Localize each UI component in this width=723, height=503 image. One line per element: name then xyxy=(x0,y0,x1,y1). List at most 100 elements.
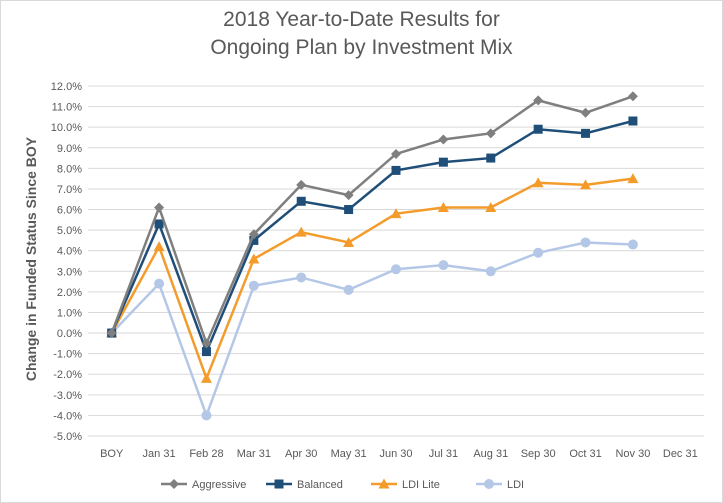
data-point-balanced xyxy=(249,235,259,245)
data-point-ldi-lite xyxy=(295,226,307,237)
legend-item-ldi-lite: LDI Lite xyxy=(371,478,440,491)
series-aggressive xyxy=(106,91,638,349)
legend-label: Balanced xyxy=(297,479,343,491)
data-point-aggressive xyxy=(154,202,165,213)
data-point-ldi xyxy=(296,272,307,283)
data-point-aggressive xyxy=(106,328,117,339)
x-tick-label: Oct 31 xyxy=(569,448,601,460)
x-tick-label: Feb 28 xyxy=(189,448,223,460)
data-point-balanced xyxy=(296,196,306,206)
legend-item-ldi: LDI xyxy=(476,479,524,491)
chart-title-line-1: 2018 Year-to-Date Results for xyxy=(223,8,500,31)
y-tick-label: 1.0% xyxy=(57,307,82,319)
data-point-aggressive xyxy=(485,128,496,139)
y-tick-label: 8.0% xyxy=(57,163,82,175)
y-tick-label: 9.0% xyxy=(57,143,82,155)
legend-marker xyxy=(378,478,390,489)
data-point-ldi xyxy=(248,280,259,291)
y-tick-label: 7.0% xyxy=(57,184,82,196)
y-tick-label: -3.0% xyxy=(53,390,82,402)
data-point-aggressive xyxy=(248,229,259,240)
legend-marker xyxy=(169,479,179,489)
x-tick-labels: BOY Jan 31 Feb 28 Mar 31 Apr 30 May 31 Jun 30 J… xyxy=(100,448,698,460)
y-tick-label: 3.0% xyxy=(57,266,82,278)
data-point-balanced xyxy=(628,116,638,126)
x-tick-label: Jul 31 xyxy=(429,448,458,460)
x-tick-label: May 31 xyxy=(331,448,367,460)
data-point-ldi-lite xyxy=(390,208,402,219)
series-line-balanced xyxy=(110,119,634,355)
data-point-ldi xyxy=(533,247,544,258)
legend: Aggressive Balanced LDI Lite LDI xyxy=(161,478,524,491)
data-point-ldi xyxy=(201,410,212,421)
data-point-ldi xyxy=(343,284,354,295)
series-ldi xyxy=(106,237,638,421)
data-point-ldi xyxy=(154,278,165,289)
y-tick-label: 12.0% xyxy=(51,81,82,93)
data-point-balanced xyxy=(154,219,164,229)
data-point-balanced xyxy=(486,153,496,163)
y-axis-label: Change in Funded Status Since BOY xyxy=(23,136,39,381)
x-tick-label: Apr 30 xyxy=(285,448,317,460)
y-tick-label: -2.0% xyxy=(53,369,82,381)
data-point-ldi xyxy=(438,260,449,271)
y-tick-label: 2.0% xyxy=(57,287,82,299)
data-point-ldi xyxy=(627,239,638,250)
x-tick-label: Dec 31 xyxy=(663,448,698,460)
data-point-aggressive xyxy=(580,107,591,118)
legend-item-balanced: Balanced xyxy=(266,479,343,491)
legend-marker xyxy=(274,479,284,489)
x-tick-label: Jan 31 xyxy=(143,448,176,460)
data-point-ldi-lite xyxy=(248,253,260,264)
y-tick-label: 5.0% xyxy=(57,225,82,237)
data-point-ldi-lite xyxy=(485,201,497,212)
data-point-ldi-lite xyxy=(437,201,449,212)
x-tick-label: Jun 30 xyxy=(379,448,412,460)
series-line-aggressive xyxy=(110,95,634,347)
y-tick-label: -1.0% xyxy=(53,349,82,361)
data-point-ldi-lite xyxy=(153,241,165,252)
data-point-ldi-lite xyxy=(627,173,639,184)
x-tick-label: Sep 30 xyxy=(521,448,556,460)
legend-marker xyxy=(484,479,494,489)
y-tick-labels: -5.0% -4.0% -3.0% -2.0% -1.0% 0.0% 1.0% 2.0% 3.0… xyxy=(51,81,82,443)
x-tick-label: Mar 31 xyxy=(237,448,271,460)
x-tick-label: Nov 30 xyxy=(615,448,650,460)
legend-item-aggressive: Aggressive xyxy=(161,479,246,491)
data-point-aggressive xyxy=(533,95,544,106)
data-point-ldi-lite xyxy=(343,236,355,247)
data-point-aggressive xyxy=(343,190,354,201)
data-point-aggressive xyxy=(391,148,401,159)
data-point-ldi-lite xyxy=(200,372,212,383)
gridlines xyxy=(88,85,704,437)
data-point-balanced xyxy=(438,157,448,167)
data-point-ldi xyxy=(391,264,401,275)
data-point-ldi xyxy=(580,237,591,248)
series-line-ldi-lite xyxy=(110,177,634,382)
y-tick-label: 4.0% xyxy=(57,246,82,258)
data-point-balanced xyxy=(533,124,543,134)
data-point-aggressive xyxy=(201,338,212,349)
y-tick-label: 6.0% xyxy=(57,205,82,217)
data-point-balanced xyxy=(201,347,211,357)
data-point-aggressive xyxy=(438,134,449,145)
data-point-ldi xyxy=(485,266,496,277)
y-tick-label: -4.0% xyxy=(53,410,82,422)
data-point-balanced xyxy=(344,205,354,215)
x-tick-label: Aug 31 xyxy=(473,448,508,460)
series-line-ldi xyxy=(110,241,633,420)
legend-label: Aggressive xyxy=(192,479,246,491)
data-point-balanced xyxy=(391,165,401,175)
legend-label: LDI xyxy=(507,479,524,491)
data-point-balanced xyxy=(581,128,591,138)
y-tick-label: 10.0% xyxy=(51,122,82,134)
data-point-ldi-lite xyxy=(532,177,544,188)
data-point-ldi-lite xyxy=(580,179,592,190)
chart-title-line-2: Ongoing Plan by Investment Mix xyxy=(210,36,513,59)
data-point-aggressive xyxy=(296,179,307,190)
y-tick-label: 11.0% xyxy=(52,102,83,114)
y-tick-label: 0.0% xyxy=(57,328,82,340)
series-ldi-lite xyxy=(106,173,639,383)
